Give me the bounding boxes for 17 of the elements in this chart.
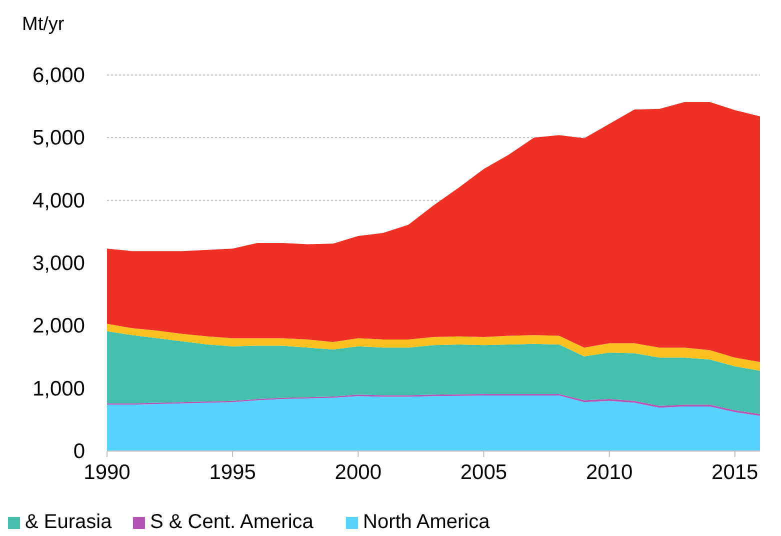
y-axis-title: Mt/yr [22,14,65,35]
y-tick-label: 0 [73,440,85,463]
y-tick-label: 2,000 [32,314,85,338]
y-tick-label: 1,000 [32,377,85,400]
legend-label: & Eurasia [25,511,113,533]
x-tick-label: 1990 [84,461,130,484]
legend-label: North America [363,511,491,533]
y-tick-label: 6,000 [32,64,85,87]
x-tick-label: 2005 [460,461,508,484]
legend-label: S & Cent. America [150,511,314,533]
x-tick-label: 2015 [712,461,758,484]
x-tick-label: 1995 [209,461,256,484]
y-tick-label: 3,000 [32,252,85,275]
y-tick-label: 4,000 [32,189,85,212]
y-tick-label: 5,000 [32,126,85,150]
x-tick-label: 2010 [586,461,633,484]
x-tick-label: 2000 [334,461,382,484]
